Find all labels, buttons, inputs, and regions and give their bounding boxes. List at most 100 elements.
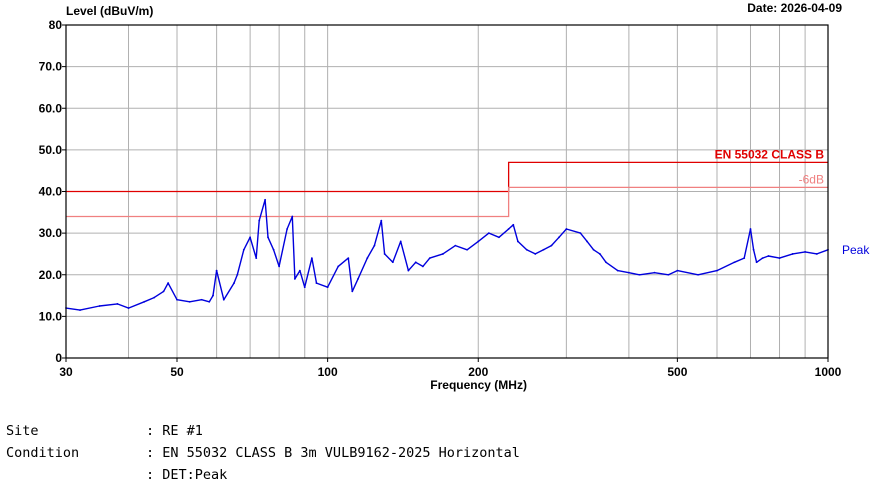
data-point — [653, 271, 656, 274]
data-point — [310, 257, 313, 259]
data-point — [267, 236, 269, 239]
y-axis-label: Level (dBuV/m) — [66, 4, 154, 18]
data-point — [373, 244, 376, 247]
data-point — [815, 253, 818, 255]
y-tick-label: 30.0 — [39, 226, 63, 240]
x-tick-label: 50 — [170, 365, 184, 379]
data-point — [222, 298, 225, 301]
data-point — [366, 257, 369, 259]
data-point — [357, 278, 359, 280]
data-point — [716, 269, 718, 272]
data-point — [605, 261, 607, 264]
data-point — [98, 305, 101, 307]
data-point — [391, 261, 394, 264]
data-point — [565, 228, 568, 230]
y-axis: 0 10.0 20.0 30.0 40.0 50.0 60.0 70.0 80 — [39, 18, 66, 365]
data-point — [278, 265, 281, 268]
data-point — [477, 240, 480, 243]
limit-line — [66, 186, 828, 218]
info-value: : DET:Peak — [146, 467, 228, 483]
data-point — [272, 248, 275, 251]
info-row-condition: Condition : EN 55032 CLASS B 3m VULB9162… — [6, 442, 520, 464]
data-point — [188, 300, 191, 303]
data-point — [778, 257, 781, 259]
info-panel: Site : RE #1 Condition : EN 55032 CLASS … — [6, 420, 520, 486]
data-point — [667, 273, 670, 276]
info-value: : RE #1 — [146, 423, 203, 439]
data-point — [697, 273, 699, 276]
y-tick-label: 70.0 — [39, 60, 63, 74]
data-point — [421, 265, 424, 268]
y-tick-label: 80 — [49, 18, 63, 32]
data-point — [414, 261, 417, 264]
data-point — [399, 240, 402, 243]
emission-chart: EN 55032 CLASS B -6dB Peak 0 10.0 20.0 30.0 4… — [39, 18, 871, 392]
x-axis-label: Frequency (MHz) — [430, 378, 527, 392]
data-point — [264, 198, 267, 201]
data-point — [162, 290, 165, 293]
data-point — [586, 240, 588, 243]
data-point — [755, 261, 758, 264]
data-point — [291, 215, 294, 218]
x-tick-label: 200 — [468, 365, 488, 379]
data-point — [752, 248, 755, 251]
data-point — [525, 248, 528, 251]
data-point — [326, 286, 329, 289]
data-point — [428, 257, 431, 259]
limit-lines: EN 55032 CLASS B -6dB — [66, 147, 828, 218]
data-point — [380, 219, 383, 222]
data-point — [208, 300, 211, 303]
info-key: Site — [6, 423, 39, 439]
data-point — [153, 296, 156, 299]
data-point — [550, 244, 553, 247]
data-point — [337, 265, 340, 268]
data-point — [286, 228, 289, 230]
data-point — [598, 253, 601, 255]
data-point — [212, 294, 214, 297]
data-point — [258, 219, 261, 222]
data-point — [507, 228, 510, 230]
data-point — [236, 273, 239, 276]
x-tick-label: 500 — [667, 365, 687, 379]
x-tick-label: 100 — [318, 365, 338, 379]
data-point — [749, 228, 752, 230]
data-point — [516, 240, 519, 243]
data-point — [242, 248, 245, 251]
info-key — [6, 464, 146, 486]
data-point — [558, 236, 560, 239]
y-tick-label: 50.0 — [39, 143, 63, 157]
data-point — [167, 282, 170, 284]
data-point — [351, 290, 354, 293]
x-axis: 30 50 100 200 500 1000 — [59, 358, 842, 379]
data-point — [627, 271, 630, 274]
data-point — [761, 257, 764, 259]
data-point — [791, 253, 794, 255]
data-point — [542, 248, 545, 251]
data-point — [176, 298, 178, 301]
data-point — [347, 257, 350, 259]
data-point — [442, 253, 444, 255]
data-point — [293, 278, 296, 280]
data-point — [466, 248, 469, 251]
data-point — [638, 273, 641, 276]
info-value: : EN 55032 CLASS B 3m VULB9162-2025 Hori… — [146, 445, 520, 461]
y-tick-label: 20.0 — [39, 268, 63, 282]
data-point — [512, 223, 515, 226]
data-point — [200, 298, 203, 301]
data-point — [487, 232, 490, 235]
y-tick-label: 60.0 — [39, 101, 63, 115]
info-row-detector: : DET:Peak — [6, 464, 520, 486]
data-point — [116, 302, 119, 305]
data-point — [233, 282, 235, 284]
info-key: Condition — [6, 445, 80, 461]
data-point — [298, 269, 301, 272]
data-point — [498, 236, 500, 239]
data-point — [743, 257, 746, 259]
data-point — [579, 232, 582, 235]
data-point — [534, 253, 537, 255]
data-point — [454, 244, 457, 247]
data-point — [676, 269, 679, 272]
date-label: Date: 2026-04-09 — [747, 1, 842, 15]
y-tick-label: 10.0 — [39, 309, 63, 323]
data-point — [127, 307, 130, 309]
